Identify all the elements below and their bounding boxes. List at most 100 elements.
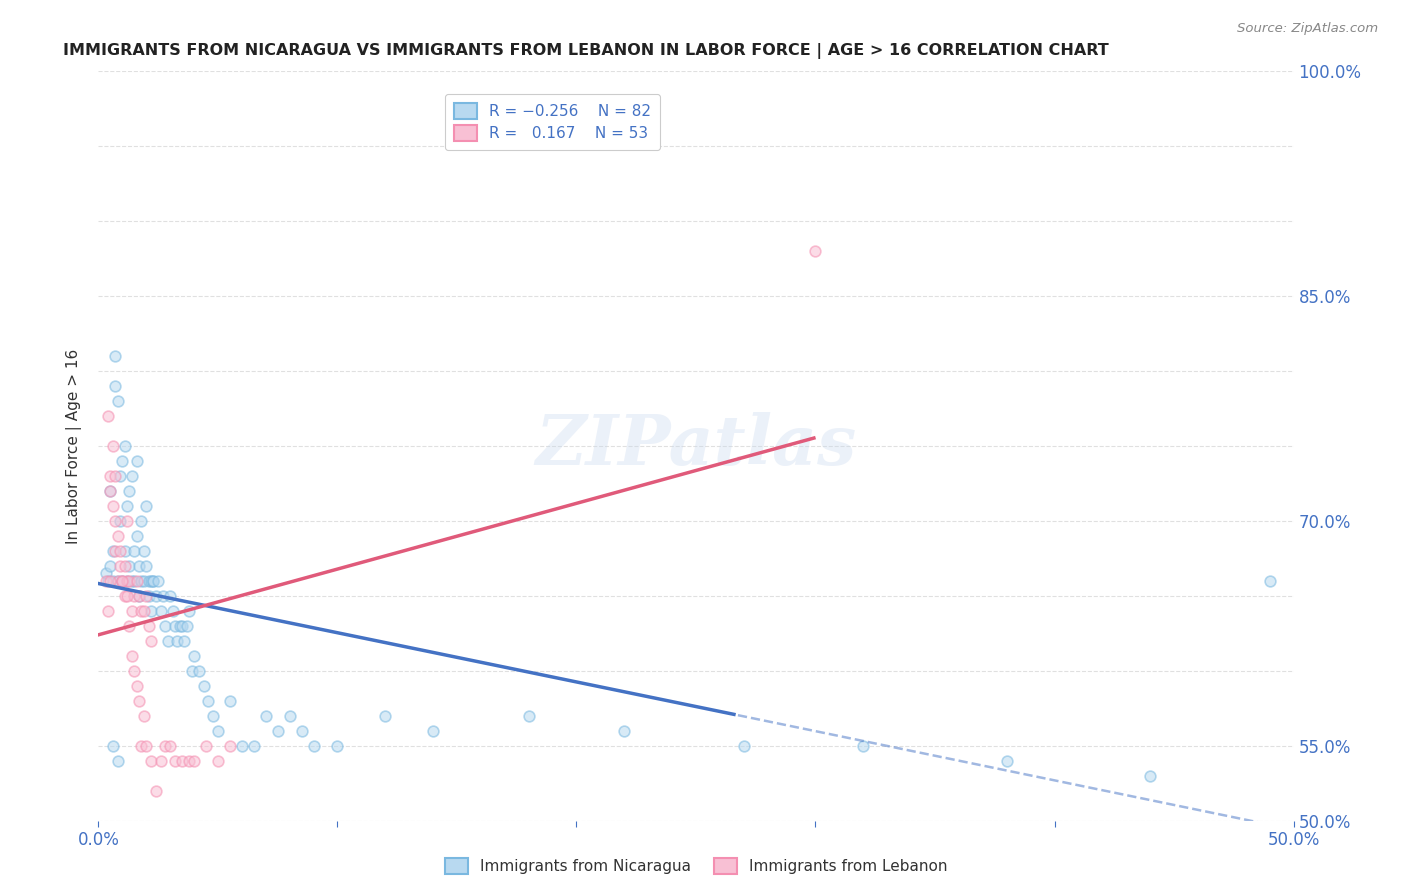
Point <box>107 574 129 588</box>
Point <box>197 694 219 708</box>
Point <box>111 574 134 588</box>
Point <box>107 754 129 768</box>
Point <box>104 379 127 393</box>
Point <box>114 589 136 603</box>
Point <box>132 604 155 618</box>
Point <box>118 619 141 633</box>
Point <box>131 604 153 618</box>
Point <box>121 574 143 588</box>
Point <box>195 739 218 753</box>
Point <box>115 514 138 528</box>
Point <box>152 589 174 603</box>
Point <box>114 558 136 573</box>
Point <box>163 754 186 768</box>
Point <box>852 739 875 753</box>
Point <box>128 694 150 708</box>
Point <box>97 574 120 588</box>
Point <box>114 544 136 558</box>
Text: IMMIGRANTS FROM NICARAGUA VS IMMIGRANTS FROM LEBANON IN LABOR FORCE | AGE > 16 C: IMMIGRANTS FROM NICARAGUA VS IMMIGRANTS … <box>63 43 1108 59</box>
Point <box>166 633 188 648</box>
Point <box>142 574 165 588</box>
Point <box>278 708 301 723</box>
Point <box>124 574 146 588</box>
Point <box>111 454 134 468</box>
Point <box>98 483 122 498</box>
Point <box>172 619 194 633</box>
Text: Source: ZipAtlas.com: Source: ZipAtlas.com <box>1237 22 1378 36</box>
Point <box>202 708 225 723</box>
Point <box>155 739 177 753</box>
Point <box>107 394 129 409</box>
Point <box>107 529 129 543</box>
Point <box>162 604 184 618</box>
Point <box>148 574 170 588</box>
Point <box>125 574 148 588</box>
Point <box>94 574 117 588</box>
Point <box>121 469 143 483</box>
Point <box>169 619 191 633</box>
Point <box>135 558 157 573</box>
Point <box>104 514 127 528</box>
Point <box>108 544 131 558</box>
Point <box>125 679 148 693</box>
Legend: Immigrants from Nicaragua, Immigrants from Lebanon: Immigrants from Nicaragua, Immigrants fr… <box>439 852 953 880</box>
Point <box>219 694 242 708</box>
Point <box>243 739 266 753</box>
Point <box>115 499 138 513</box>
Point <box>145 783 167 797</box>
Point <box>128 558 150 573</box>
Point <box>231 739 253 753</box>
Point <box>139 633 162 648</box>
Point <box>94 566 117 581</box>
Point <box>98 483 122 498</box>
Point <box>104 544 127 558</box>
Point <box>128 589 150 603</box>
Point <box>97 604 120 618</box>
Point <box>101 574 124 588</box>
Point <box>138 589 160 603</box>
Point <box>125 529 148 543</box>
Point <box>142 574 165 588</box>
Point <box>149 604 172 618</box>
Point <box>159 589 181 603</box>
Point <box>149 754 172 768</box>
Point <box>107 574 129 588</box>
Point <box>995 754 1018 768</box>
Point <box>132 544 155 558</box>
Point <box>139 604 162 618</box>
Point <box>108 514 131 528</box>
Point <box>104 469 127 483</box>
Point <box>121 648 143 663</box>
Point <box>124 664 146 678</box>
Point <box>98 574 122 588</box>
Point <box>145 589 167 603</box>
Point <box>131 574 153 588</box>
Point <box>131 739 153 753</box>
Text: ZIPatlas: ZIPatlas <box>536 412 856 480</box>
Point <box>104 349 127 363</box>
Point <box>135 499 157 513</box>
Point <box>115 589 138 603</box>
Point <box>101 544 124 558</box>
Point <box>124 544 146 558</box>
Point <box>159 739 181 753</box>
Point <box>118 574 141 588</box>
Point <box>267 723 290 738</box>
Point <box>139 754 162 768</box>
Point <box>172 754 194 768</box>
Point <box>128 589 150 603</box>
Point <box>183 754 205 768</box>
Point <box>179 604 201 618</box>
Point <box>422 723 444 738</box>
Point <box>207 723 229 738</box>
Point <box>291 723 314 738</box>
Point <box>374 708 396 723</box>
Point <box>108 558 131 573</box>
Point <box>114 439 136 453</box>
Point <box>138 574 160 588</box>
Point <box>111 574 134 588</box>
Y-axis label: In Labor Force | Age > 16: In Labor Force | Age > 16 <box>66 349 83 543</box>
Point <box>115 574 138 588</box>
Point <box>804 244 827 259</box>
Point <box>173 633 195 648</box>
